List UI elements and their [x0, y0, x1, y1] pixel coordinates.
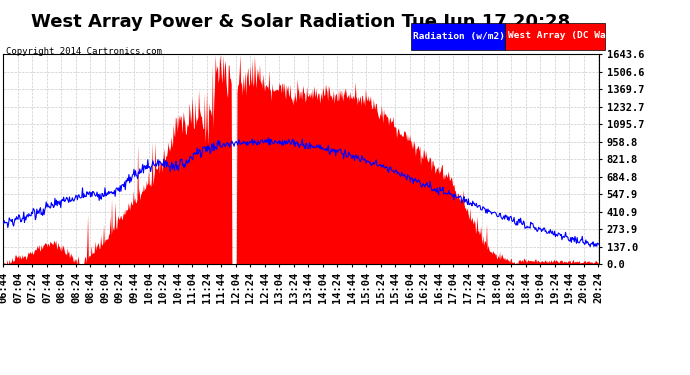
Text: West Array Power & Solar Radiation Tue Jun 17 20:28: West Array Power & Solar Radiation Tue J… — [30, 13, 570, 31]
Text: Copyright 2014 Cartronics.com: Copyright 2014 Cartronics.com — [6, 47, 161, 56]
Text: Radiation (w/m2): Radiation (w/m2) — [413, 32, 505, 40]
Text: West Array (DC Watts): West Array (DC Watts) — [508, 32, 629, 40]
